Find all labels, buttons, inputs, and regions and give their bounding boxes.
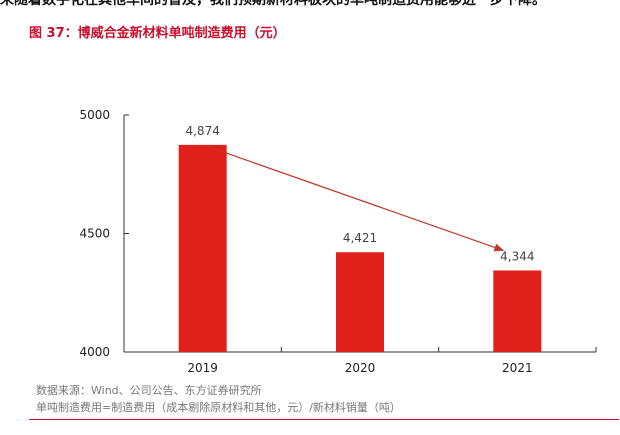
bottom-divider: [29, 419, 619, 420]
data-label-2019: 4,874: [185, 124, 219, 138]
trend-arrow: [208, 146, 505, 252]
bar-2019: [178, 144, 227, 352]
y-tick-label: 4000: [79, 345, 110, 359]
figure-title: 图 37：博威合金新材料单吨制造费用（元）: [29, 26, 286, 41]
note-text: 单吨制造费用=制造费用（成本剔除原材料和其他，元）/新材料销量（吨）: [36, 401, 401, 414]
bar-2021: [493, 270, 542, 352]
data-label-2021: 4,344: [500, 249, 534, 263]
x-tick-label-2021: 2021: [502, 361, 533, 375]
intro-text: 未随着数字化在其他车间的普及，我们预期新材料板块的单吨制造费用能够进一步下降。: [0, 0, 546, 8]
source-text: 数据来源：Wind、公司公告、东方证券研究所: [36, 384, 262, 397]
x-tick-label-2020: 2020: [345, 361, 376, 375]
data-label-2020: 4,421: [343, 231, 377, 245]
y-tick-label: 5000: [79, 108, 110, 122]
bar-2020: [336, 252, 384, 352]
y-tick-label: 4500: [79, 227, 110, 241]
x-tick-label-2019: 2019: [187, 361, 218, 375]
